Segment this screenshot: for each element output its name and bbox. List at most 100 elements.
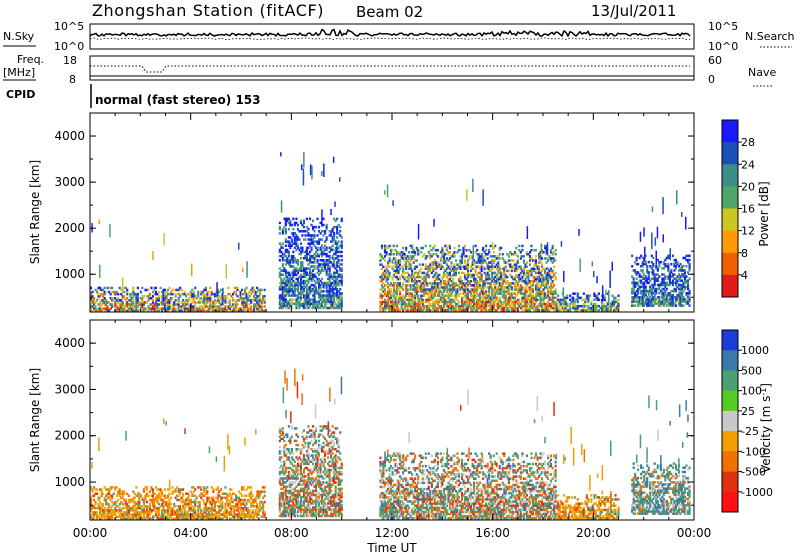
range-gate-cell — [325, 246, 328, 250]
range-gate-cell — [444, 298, 447, 302]
range-gate-cell — [301, 269, 304, 272]
range-gate-cell — [644, 246, 646, 262]
range-gate-cell — [385, 306, 388, 310]
range-gate-cell — [525, 304, 528, 308]
range-gate-cell — [151, 509, 154, 512]
range-gate-cell — [462, 300, 465, 304]
range-gate-cell — [471, 263, 474, 266]
range-gate-cell — [609, 304, 612, 308]
range-gate-cell — [631, 287, 634, 291]
range-gate-cell — [426, 300, 429, 304]
range-gate-cell — [423, 271, 426, 275]
range-gate-cell — [307, 232, 310, 235]
range-gate-cell — [467, 292, 470, 295]
range-gate-cell — [447, 296, 450, 300]
range-gate-cell — [596, 298, 599, 302]
range-gate-cell — [467, 298, 470, 302]
range-gate-cell — [430, 298, 433, 302]
range-gate-cell — [465, 300, 468, 304]
range-gate-cell — [638, 296, 641, 299]
range-gate-cell — [492, 302, 495, 306]
range-gate-cell — [676, 285, 679, 289]
range-gate-cell — [579, 309, 582, 312]
range-gate-cell — [640, 279, 643, 282]
range-gate-cell — [541, 273, 544, 277]
range-gate-cell — [665, 304, 668, 307]
range-gate-cell — [658, 285, 661, 289]
range-gate-cell — [465, 282, 468, 285]
range-gate-cell — [100, 288, 103, 292]
range-gate-cell — [424, 304, 427, 308]
range-gate-cell — [482, 265, 485, 268]
range-gate-cell — [572, 302, 575, 306]
range-gate-cell — [445, 290, 448, 293]
range-gate-cell — [316, 265, 319, 268]
range-gate-cell — [585, 294, 588, 297]
range-gate-cell — [403, 255, 406, 258]
range-gate-cell — [331, 257, 334, 260]
range-gate-cell — [488, 282, 491, 285]
range-gate-cell — [383, 269, 386, 273]
range-gate-cell — [121, 496, 124, 500]
range-gate-cell — [665, 283, 668, 287]
range-gate-cell — [438, 277, 441, 281]
range-gate-cell — [442, 257, 445, 260]
range-gate-cell — [224, 305, 227, 308]
range-gate-cell — [324, 283, 327, 287]
range-gate-cell — [133, 511, 136, 514]
range-gate-cell — [313, 286, 316, 289]
range-gate-cell — [150, 309, 153, 312]
range-gate-cell — [290, 298, 293, 301]
range-gate-cell — [242, 305, 245, 308]
range-gate-cell — [482, 248, 485, 252]
range-gate-cell — [286, 288, 289, 291]
range-gate-cell — [421, 277, 424, 281]
range-gate-cell — [117, 515, 120, 518]
range-gate-cell — [483, 284, 486, 287]
range-gate-cell — [292, 232, 295, 235]
range-gate-cell — [287, 252, 290, 256]
range-gate-cell — [421, 298, 424, 302]
range-gate-cell — [138, 513, 141, 516]
range-gate-cell — [473, 284, 476, 287]
range-gate-cell — [530, 286, 533, 289]
range-gate-cell — [473, 263, 476, 266]
range-gate-cell — [492, 259, 495, 262]
range-gate-cell — [563, 309, 566, 312]
range-gate-cell — [93, 513, 96, 516]
range-gate-cell — [476, 273, 479, 277]
range-gate-cell — [637, 304, 640, 307]
range-gate-cell — [548, 298, 551, 302]
range-gate-cell — [102, 301, 105, 304]
range-gate-cell — [115, 509, 118, 512]
range-gate-cell — [330, 281, 333, 285]
range-gate-cell — [662, 300, 665, 303]
range-gate-cell — [163, 233, 165, 246]
range-gate-cell — [142, 513, 145, 516]
range-gate-cell — [462, 282, 465, 285]
range-gate-cell — [405, 271, 408, 275]
range-gate-cell — [522, 271, 525, 275]
range-gate-cell — [293, 240, 296, 243]
range-gate-cell — [447, 300, 450, 304]
range-gate-cell — [283, 300, 286, 303]
range-gate-cell — [310, 271, 313, 274]
range-gate-cell — [284, 217, 287, 221]
range-gate-cell — [614, 296, 617, 300]
range-gate-cell — [594, 296, 597, 300]
range-gate-cell — [142, 500, 145, 504]
range-gate-cell — [656, 300, 659, 303]
range-gate-cell — [145, 488, 148, 491]
range-gate-cell — [462, 306, 465, 310]
range-gate-cell — [444, 244, 447, 248]
range-gate-cell — [409, 267, 412, 270]
range-gate-cell — [442, 267, 445, 270]
range-gate-cell — [299, 277, 302, 281]
range-gate-cell — [396, 277, 399, 281]
range-gate-cell — [562, 287, 565, 297]
range-gate-cell — [293, 281, 296, 285]
range-gate-cell — [108, 301, 111, 304]
range-gate-cell — [572, 306, 575, 310]
range-gate-cell — [177, 299, 180, 302]
range-gate-cell — [500, 300, 503, 304]
